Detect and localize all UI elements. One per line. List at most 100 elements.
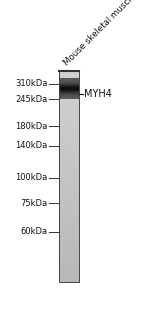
Bar xyxy=(59,98,79,99)
Bar xyxy=(59,134,79,135)
Bar xyxy=(59,272,79,274)
Bar xyxy=(59,155,79,156)
Bar xyxy=(59,99,79,101)
Text: 245kDa: 245kDa xyxy=(16,95,48,104)
Bar xyxy=(59,115,79,116)
Bar xyxy=(59,226,79,227)
Bar xyxy=(59,116,79,117)
Bar xyxy=(59,165,79,166)
Text: 310kDa: 310kDa xyxy=(15,79,48,88)
Bar xyxy=(59,199,79,201)
Bar xyxy=(59,238,79,240)
Bar xyxy=(59,219,79,221)
Bar xyxy=(59,215,79,216)
Bar xyxy=(59,243,79,245)
Bar xyxy=(59,189,79,190)
Bar xyxy=(59,280,79,281)
Bar xyxy=(59,227,79,228)
Bar xyxy=(59,169,79,170)
Bar xyxy=(59,163,79,165)
Text: 140kDa: 140kDa xyxy=(16,141,48,150)
Bar xyxy=(59,231,79,232)
Bar xyxy=(59,132,79,133)
Bar xyxy=(59,128,79,129)
Bar xyxy=(59,273,79,275)
Bar xyxy=(59,179,79,181)
Bar xyxy=(59,247,79,248)
Bar xyxy=(59,281,79,282)
Bar xyxy=(59,185,79,186)
Bar xyxy=(59,193,79,194)
Bar xyxy=(59,84,79,85)
Bar xyxy=(59,121,79,123)
Bar xyxy=(59,74,79,75)
Bar xyxy=(59,175,79,176)
Bar xyxy=(59,161,79,163)
Bar xyxy=(59,195,79,196)
Bar xyxy=(59,149,79,150)
Bar xyxy=(59,85,79,86)
Bar xyxy=(59,83,79,84)
Bar xyxy=(59,268,79,269)
Bar xyxy=(59,140,79,142)
Bar xyxy=(59,108,79,109)
Bar xyxy=(59,236,79,237)
Bar xyxy=(59,191,79,192)
Bar xyxy=(59,235,79,236)
Bar xyxy=(59,251,79,252)
Bar xyxy=(59,85,79,86)
Bar xyxy=(59,101,79,103)
Bar xyxy=(59,222,79,224)
Bar xyxy=(59,100,79,102)
Bar xyxy=(59,212,79,213)
Bar xyxy=(59,139,79,141)
Bar xyxy=(59,92,79,93)
Bar xyxy=(59,198,79,200)
Bar xyxy=(59,91,79,92)
Bar xyxy=(59,94,79,95)
Bar xyxy=(59,92,79,93)
Bar xyxy=(59,260,79,261)
Bar xyxy=(59,167,79,168)
Bar xyxy=(59,126,79,127)
Bar xyxy=(59,211,79,212)
Bar xyxy=(59,119,79,121)
Bar xyxy=(59,89,79,90)
Bar xyxy=(59,77,79,78)
Bar xyxy=(59,145,79,146)
Bar xyxy=(59,151,79,152)
Text: Mouse skeletal muscle: Mouse skeletal muscle xyxy=(62,0,138,67)
Bar xyxy=(59,85,79,86)
Bar xyxy=(59,89,79,90)
Bar xyxy=(59,71,79,72)
Bar xyxy=(59,86,79,87)
Bar xyxy=(59,93,79,94)
Bar xyxy=(59,255,79,257)
Bar xyxy=(59,279,79,280)
Bar xyxy=(59,208,79,209)
Bar xyxy=(59,80,79,81)
Bar xyxy=(59,194,79,195)
Bar xyxy=(59,187,79,188)
Bar xyxy=(59,109,79,110)
Bar xyxy=(59,117,79,118)
Bar xyxy=(59,84,79,85)
Bar xyxy=(59,125,79,126)
Bar xyxy=(59,192,79,193)
Bar xyxy=(59,267,79,268)
Bar xyxy=(59,196,79,197)
Bar xyxy=(59,266,79,267)
Bar xyxy=(59,94,79,95)
Bar xyxy=(59,86,79,87)
Bar xyxy=(59,253,79,255)
Bar xyxy=(59,172,79,173)
Bar xyxy=(59,94,79,95)
Bar xyxy=(59,220,79,222)
Bar xyxy=(59,177,79,178)
Bar xyxy=(59,118,79,120)
Bar xyxy=(59,127,79,128)
Bar xyxy=(59,213,79,214)
Bar xyxy=(59,89,79,90)
Bar xyxy=(59,277,79,279)
Text: MYH4: MYH4 xyxy=(84,89,112,99)
